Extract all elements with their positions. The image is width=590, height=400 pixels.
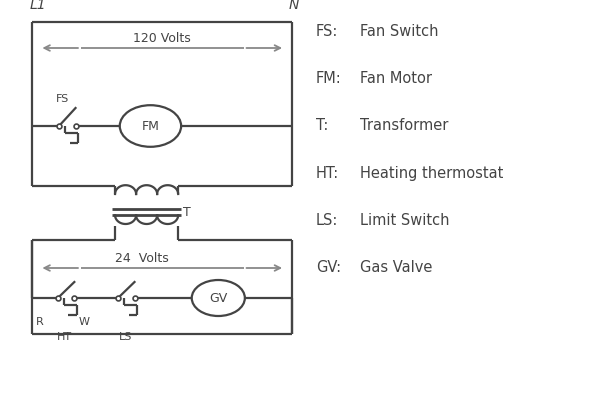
Text: Fan Motor: Fan Motor [360, 71, 432, 86]
Text: Fan Switch: Fan Switch [360, 24, 438, 39]
Text: LS: LS [119, 332, 132, 342]
Text: 24  Volts: 24 Volts [114, 252, 169, 265]
Text: HT: HT [57, 332, 73, 342]
Text: R: R [35, 317, 43, 327]
Text: 120 Volts: 120 Volts [133, 32, 191, 45]
Text: FS:: FS: [316, 24, 338, 39]
Text: FM:: FM: [316, 71, 342, 86]
Text: W: W [78, 317, 90, 327]
Text: Limit Switch: Limit Switch [360, 213, 450, 228]
Text: L1: L1 [30, 0, 46, 12]
Text: GV: GV [209, 292, 227, 304]
Text: Heating thermostat: Heating thermostat [360, 166, 503, 181]
Text: N: N [289, 0, 300, 12]
Text: LS:: LS: [316, 213, 338, 228]
Text: HT:: HT: [316, 166, 339, 181]
Text: Gas Valve: Gas Valve [360, 260, 432, 275]
Text: T: T [183, 206, 191, 218]
Text: GV:: GV: [316, 260, 341, 275]
Text: T:: T: [316, 118, 328, 134]
Text: FS: FS [56, 94, 69, 104]
Text: FM: FM [142, 120, 159, 132]
Text: Transformer: Transformer [360, 118, 448, 134]
